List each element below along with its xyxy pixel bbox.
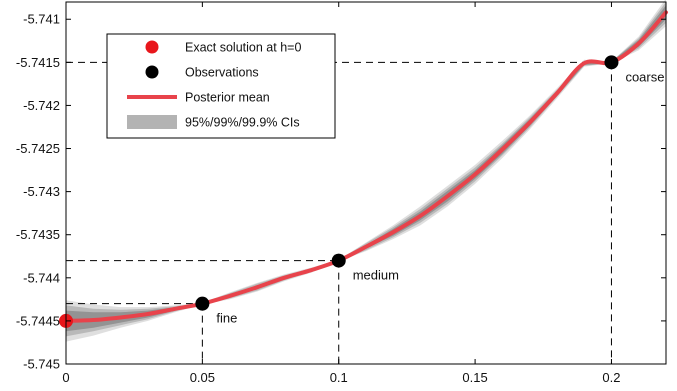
x-tick-label-3: 0.15 <box>462 370 487 385</box>
observation-label-fine: fine <box>216 311 237 326</box>
legend-marker-observations <box>145 65 159 79</box>
observation-point-fine <box>195 296 210 311</box>
y-tick-label-7: -5.7415 <box>16 55 60 70</box>
posterior-mean-line <box>64 10 668 323</box>
legend-marker-ci <box>127 115 177 129</box>
ci-band-999 <box>66 0 666 342</box>
legend-label-2: Posterior mean <box>185 91 270 105</box>
x-tick-label-4: 0.2 <box>602 370 620 385</box>
legend: Exact solution at h=0 Observations Posteri… <box>106 33 336 139</box>
x-tick-label-2: 0.1 <box>330 370 348 385</box>
observation-label-coarse: coarse <box>625 69 664 84</box>
y-tick-label-8: -5.741 <box>23 12 60 27</box>
y-axis: -5.745 -5.7445 -5.744 -5.7435 -5.743 -5.7425 -… <box>16 12 666 372</box>
x-tick-label-0: 0 <box>62 370 69 385</box>
data-points <box>59 55 619 328</box>
legend-label-3: 95%/99%/99.9% CIs <box>185 116 300 130</box>
confidence-bands <box>66 0 666 342</box>
y-tick-label-2: -5.744 <box>23 270 60 285</box>
plot-frame <box>65 1 667 365</box>
y-tick-label-1: -5.7445 <box>16 313 60 328</box>
legend-label-0: Exact solution at h=0 <box>185 41 301 55</box>
y-tick-label-6: -5.742 <box>23 98 60 113</box>
x-axis: 0 0.05 0.1 0.15 0.2 <box>62 2 620 385</box>
y-tick-label-0: -5.745 <box>23 357 60 372</box>
y-tick-label-4: -5.743 <box>23 184 60 199</box>
y-tick-label-3: -5.7435 <box>16 227 60 242</box>
legend-marker-exact <box>145 40 159 54</box>
observation-labels: fine medium coarse <box>216 69 664 325</box>
x-tick-label-1: 0.05 <box>190 370 215 385</box>
legend-label-1: Observations <box>185 66 259 80</box>
observation-point-medium <box>331 253 346 268</box>
observation-point-coarse <box>604 55 619 70</box>
y-tick-label-5: -5.7425 <box>16 141 60 156</box>
observation-label-medium: medium <box>353 268 399 283</box>
